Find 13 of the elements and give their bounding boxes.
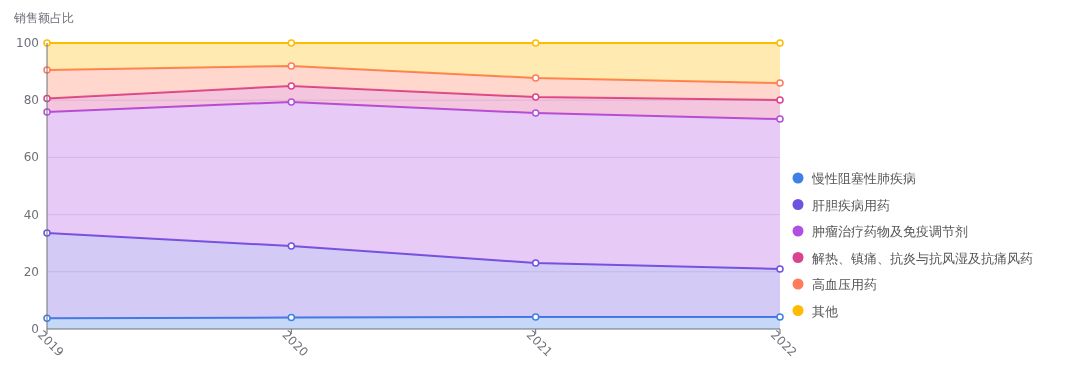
y-tick-label: 0 <box>31 322 39 336</box>
legend-label: 慢性阻塞性肺疾病 <box>811 171 916 186</box>
y-tick-label: 100 <box>16 36 39 50</box>
y-tick-label: 80 <box>23 93 39 108</box>
legend-label: 高血压用药 <box>812 277 877 292</box>
y-tick-label: 40 <box>23 207 39 222</box>
y-tick-label: 60 <box>23 150 39 165</box>
legend-label: 肿瘤治疗药物及免疫调节剂 <box>812 224 968 239</box>
y-tick-label: 20 <box>23 264 39 279</box>
legend-label: 其他 <box>812 303 838 319</box>
y-axis-title: 销售额占比 <box>13 11 74 25</box>
legend-label: 肝胆疾病用药 <box>812 197 890 213</box>
legend-label: 解热、镇痛、抗炎与抗风湿及抗痛风药 <box>812 250 1033 266</box>
